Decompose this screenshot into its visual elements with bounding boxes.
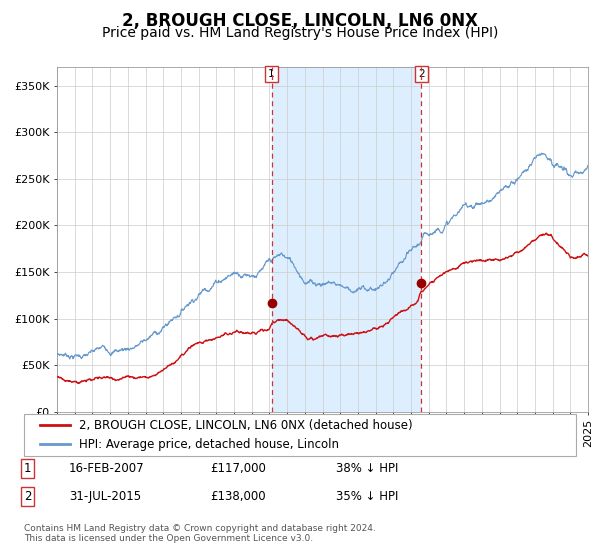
Text: Price paid vs. HM Land Registry's House Price Index (HPI): Price paid vs. HM Land Registry's House …: [102, 26, 498, 40]
Text: £138,000: £138,000: [210, 490, 266, 503]
Text: 31-JUL-2015: 31-JUL-2015: [69, 490, 141, 503]
Text: Contains HM Land Registry data © Crown copyright and database right 2024.
This d: Contains HM Land Registry data © Crown c…: [24, 524, 376, 543]
Text: 38% ↓ HPI: 38% ↓ HPI: [336, 462, 398, 475]
Text: 16-FEB-2007: 16-FEB-2007: [69, 462, 145, 475]
Text: 2: 2: [418, 69, 425, 79]
Legend: 2, BROUGH CLOSE, LINCOLN, LN6 0NX (detached house), HPI: Average price, detached: 2, BROUGH CLOSE, LINCOLN, LN6 0NX (detac…: [35, 415, 418, 456]
Text: 35% ↓ HPI: 35% ↓ HPI: [336, 490, 398, 503]
FancyBboxPatch shape: [24, 414, 576, 456]
Text: £117,000: £117,000: [210, 462, 266, 475]
Text: 1: 1: [24, 462, 32, 475]
Text: 1: 1: [268, 69, 275, 79]
Text: 2, BROUGH CLOSE, LINCOLN, LN6 0NX: 2, BROUGH CLOSE, LINCOLN, LN6 0NX: [122, 12, 478, 30]
Bar: [272, 67, 421, 412]
Text: 2: 2: [24, 490, 32, 503]
